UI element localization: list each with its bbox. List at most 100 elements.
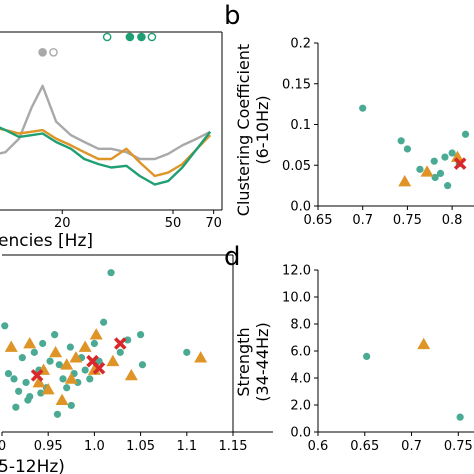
panel-b-circle-point-6 (444, 182, 452, 190)
panel-c-triangle-point-0 (4, 340, 18, 352)
panel-a-axes (0, 31, 223, 211)
panel-c-triangle-point-1 (23, 337, 37, 349)
panel-c-triangle-point-3 (49, 345, 63, 358)
panel-a: 20 50 70 encies [Hz] (0, 31, 223, 251)
panel-b-circle-point-9 (461, 130, 470, 138)
panel-a-xtick-label-0: 20 (54, 216, 71, 231)
panel-c-xtick-label-0: 0 (0, 439, 6, 454)
panel-d-points (363, 337, 464, 421)
panel-d-triangle-point-0 (417, 337, 431, 350)
panel-c-circle-point-1 (4, 369, 13, 378)
panel-b-letter: b (224, 1, 241, 31)
panel-c-triangle-point-9 (124, 368, 138, 381)
panel-c: 0 0.95 1.0 1.05 1.1 1.15 5-12Hz) (0, 254, 273, 474)
panel-d-circle-point-2 (456, 413, 464, 421)
panel-c-triangle-point-6 (78, 340, 92, 352)
panel-c-circle-point-2 (10, 375, 18, 383)
panel-a-xtick-label-2: 70 (205, 216, 222, 231)
panel-b-circle-point-10 (436, 169, 445, 177)
panel-a-sig-marker-1 (49, 48, 58, 57)
panel-c-triangle-point-4 (60, 358, 74, 370)
panel-c-triangle-point-12 (32, 375, 46, 388)
panel-b-xtick-label-3: 0.8 (442, 213, 463, 228)
panel-b-circle-point-0 (359, 104, 367, 112)
panel-c-x-point-0 (30, 369, 44, 382)
panel-d-ylabel-1: Strength (234, 327, 253, 396)
panel-d-ytick-label-1: 2.0 (290, 399, 311, 414)
panel-b-xtick-label-1: 0.7 (352, 213, 373, 228)
panel-a-series-line-2 (0, 126, 212, 186)
panel-c-x-point-2 (92, 362, 106, 375)
panel-b-ylabel-2: (6-10Hz) (253, 95, 272, 164)
panel-c-xtick-label-4: 1.1 (176, 439, 197, 454)
panel-b-ticks: 0.65 0.7 0.75 0.8 0.0 0.05 0.1 0.15 0.2 (282, 37, 462, 229)
panel-c-circle-point-14 (59, 375, 67, 383)
panel-c-circle-point-16 (66, 343, 74, 351)
panel-d-xtick-label-2: 0.7 (401, 439, 422, 454)
panel-c-circle-point-3 (15, 387, 23, 395)
panel-a-xlabel: encies [Hz] (0, 231, 93, 251)
panel-b-circle-point-1 (397, 137, 405, 145)
panel-c-circle-point-20 (81, 366, 89, 374)
panel-b-ytick-label-1: 0.05 (282, 159, 311, 174)
panel-c-circle-point-31 (53, 410, 62, 418)
panel-c-xtick-label-5: 1.15 (219, 439, 248, 454)
panel-c-triangle-point-8 (106, 354, 120, 367)
panel-c-xtick-label-1: 0.95 (34, 439, 63, 454)
panel-d-axes (317, 270, 474, 433)
panel-d-ytick-label-4: 8.0 (290, 318, 311, 333)
panel-b-circle-point-5 (431, 173, 439, 182)
panel-b-circle-point-7 (448, 149, 456, 157)
panel-a-sig-marker-5 (147, 32, 157, 42)
panel-b: b Clustering Coefficient (6-10Hz) 0.65 0.… (224, 1, 474, 228)
panel-a-series-line-1 (0, 127, 212, 178)
panel-c-circle-point-15 (63, 384, 71, 392)
panel-c-xtick-label-2: 1.0 (84, 439, 105, 454)
panel-d-letter: d (224, 242, 241, 272)
panel-c-xlabel: 5-12Hz) (0, 457, 65, 474)
panel-d-ticks: 0.6 0.65 0.7 0.75 0.0 2.0 4.0 6.0 8.0 10.0 12.0 (282, 264, 473, 455)
panel-d-xtick-label-1: 0.65 (350, 439, 379, 454)
panel-c-circle-point-27 (137, 331, 145, 339)
panel-c-circle-point-13 (55, 361, 63, 369)
panel-c-triangle-point-13 (41, 383, 55, 395)
panel-c-triangle-point-15 (89, 328, 103, 340)
panel-b-ytick-label-0: 0.0 (290, 200, 311, 215)
panel-c-circle-point-22 (90, 339, 98, 348)
panel-c-x-point-3 (113, 337, 127, 350)
panel-d-xtick-label-0: 0.6 (308, 439, 329, 454)
panel-c-circle-point-4 (18, 354, 26, 362)
panel-b-ylabel-1: Clustering Coefficient (234, 44, 253, 216)
panel-b-triangle-point-0 (398, 175, 412, 187)
panel-b-xtick-label-0: 0.65 (304, 213, 333, 228)
panel-d-ytick-label-3: 6.0 (290, 345, 311, 360)
panel-a-xtick-label-1: 50 (165, 216, 182, 231)
panel-c-circle-point-23 (100, 318, 108, 326)
panel-c-xtick-label-3: 1.05 (126, 439, 155, 454)
panel-a-sig-marker-0 (38, 48, 47, 57)
panel-c-circle-point-0 (1, 322, 9, 330)
panel-c-circle-point-24 (107, 269, 115, 277)
panel-b-circle-point-2 (403, 145, 412, 153)
panel-b-axes (317, 43, 474, 207)
panel-d-ytick-label-5: 10.0 (282, 291, 311, 306)
panel-d-circle-point-0 (363, 352, 371, 360)
panel-c-circle-point-28 (12, 403, 20, 411)
panel-c-points (1, 269, 208, 418)
panel-c-circle-point-12 (51, 331, 59, 339)
panel-c-xticks: 0 0.95 1.0 1.05 1.1 1.15 (0, 432, 247, 454)
panel-b-ytick-label-2: 0.1 (290, 118, 311, 133)
panel-b-triangle-point-1 (420, 165, 434, 177)
panel-b-x-point-0 (453, 157, 467, 170)
panel-b-ytick-label-3: 0.15 (282, 77, 311, 92)
panel-c-triangle-point-14 (64, 372, 78, 384)
panel-c-circle-point-7 (30, 348, 38, 356)
panel-d-xtick-label-3: 0.75 (444, 439, 473, 454)
panel-d-ytick-label-6: 12.0 (282, 264, 311, 279)
panel-c-circle-point-29 (24, 396, 32, 404)
panel-a-sig-marker-3 (125, 32, 135, 42)
panel-c-circle-point-9 (39, 339, 47, 348)
panel-b-circle-point-11 (441, 153, 449, 161)
panel-d: d Strength (34-44Hz) 0.6 0.65 0.7 0.75 0.0 2.… (224, 242, 474, 454)
